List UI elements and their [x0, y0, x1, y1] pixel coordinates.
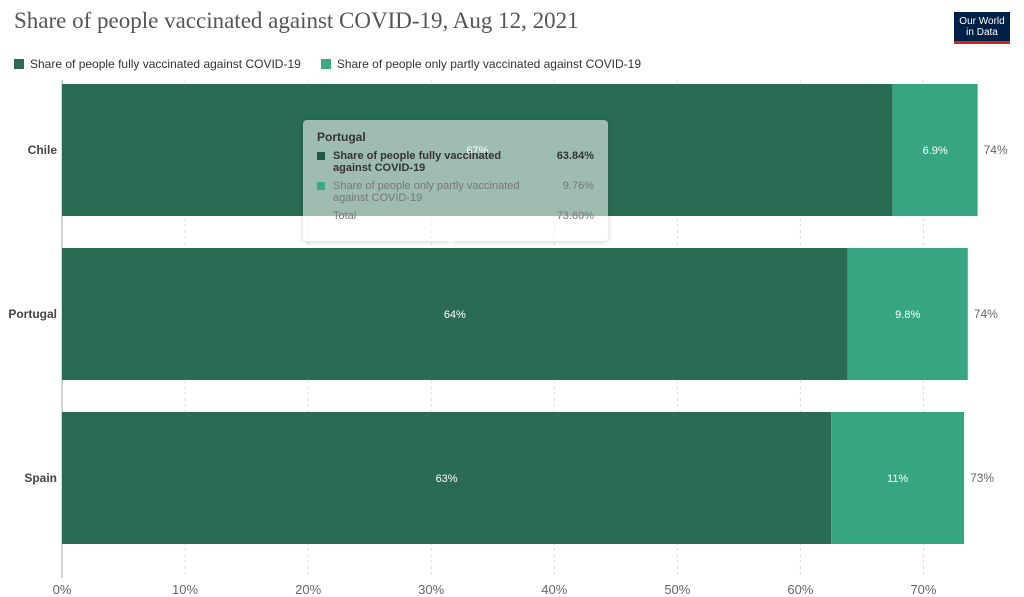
bar-total-label: 73% [970, 471, 994, 485]
bar-total-label: 74% [974, 307, 998, 321]
x-tick-label: 60% [787, 582, 813, 597]
bar-value-label: 11% [887, 473, 908, 485]
x-tick-label: 20% [295, 582, 321, 597]
tooltip-total-value: 73.60% [556, 210, 594, 222]
chart-legend: Share of people fully vaccinated against… [14, 57, 641, 71]
tooltip-value-fully: 63.84% [556, 150, 594, 162]
bar-segment [831, 412, 965, 544]
legend-item-partly[interactable]: Share of people only partly vaccinated a… [320, 57, 641, 71]
bar-total-label: 74% [984, 143, 1008, 157]
category-label: Portugal [8, 307, 57, 321]
tooltip-value-partly: 9.76% [562, 180, 594, 192]
x-tick-label: 10% [172, 582, 198, 597]
legend-item-fully[interactable]: Share of people fully vaccinated against… [14, 57, 301, 71]
legend-label-fully: Share of people fully vaccinated against… [30, 57, 301, 71]
chart-title: Share of people vaccinated against COVID… [14, 8, 579, 33]
x-tick-label: 50% [664, 582, 690, 597]
logo-line-2: in Data [966, 26, 998, 38]
bar-segment [847, 248, 968, 380]
tooltip-total-row: Total 73.60% [317, 210, 594, 222]
tooltip-total-label: Total [333, 210, 357, 222]
category-label: Spain [24, 471, 57, 485]
tooltip-label-fully: Share of people fully vaccinated against… [333, 150, 502, 174]
logo-line-1: Our World [959, 15, 1005, 27]
bar-value-label: 64% [444, 309, 466, 321]
x-tick-label: 70% [910, 582, 936, 597]
legend-swatch-fully [14, 59, 24, 69]
tooltip-country: Portugal [317, 130, 366, 144]
bar-value-label: 63% [436, 473, 458, 485]
tooltip-row-fully: Share of people fully vaccinated against… [317, 150, 594, 174]
legend-label-partly: Share of people only partly vaccinated a… [336, 57, 641, 71]
x-tick-label: 0% [53, 582, 72, 597]
bar-segment [892, 84, 978, 216]
tooltip-row-partly: Share of people only partly vaccinated a… [317, 180, 594, 204]
category-label: Chile [28, 143, 58, 157]
bar-value-label: 6.9% [923, 145, 948, 157]
bar-segment [62, 248, 848, 380]
hover-tooltip: Portugal Share of people fully vaccinate… [303, 120, 608, 241]
tooltip-label-partly: Share of people only partly vaccinated a… [333, 180, 520, 204]
tooltip-swatch-fully [317, 152, 325, 160]
x-tick-label: 40% [541, 582, 567, 597]
tooltip-pointer [445, 240, 457, 246]
tooltip-swatch-partly [317, 182, 325, 190]
x-tick-label: 30% [418, 582, 444, 597]
owid-logo[interactable]: Our World in Data [954, 12, 1010, 44]
bar-value-label: 9.8% [895, 309, 920, 321]
legend-swatch-partly [320, 59, 331, 69]
bar-segment [62, 412, 832, 544]
